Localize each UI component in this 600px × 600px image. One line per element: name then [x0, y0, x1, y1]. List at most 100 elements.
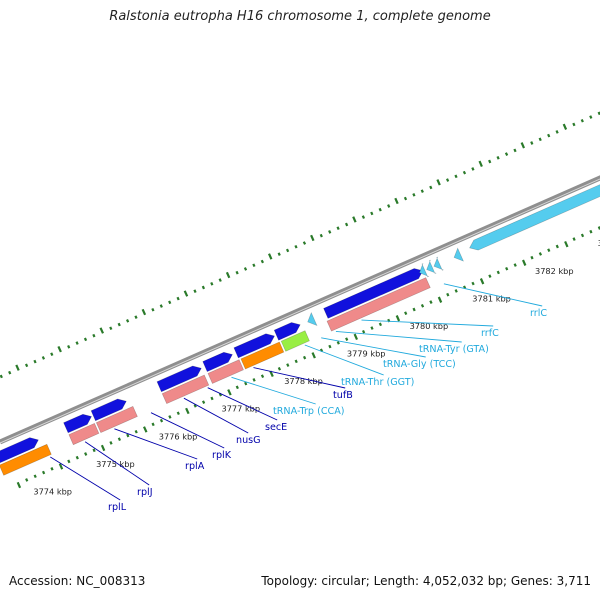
- inner-tick-mark: [395, 315, 401, 322]
- gene-leader-line: [84, 441, 150, 486]
- inner-tick-mark: [336, 341, 340, 345]
- rna-feature: [68, 423, 100, 446]
- outer-tick-mark: [562, 123, 568, 130]
- gene-leader-line: [361, 319, 494, 327]
- inner-tick-mark: [252, 378, 256, 382]
- outer-tick-mark: [50, 352, 54, 357]
- cds-feature: [90, 398, 127, 422]
- inner-tick-mark: [555, 244, 559, 249]
- inner-tick-mark: [345, 337, 349, 341]
- outer-tick-mark: [580, 118, 584, 123]
- green-feature: [280, 330, 310, 352]
- inner-tick-mark: [75, 455, 79, 460]
- inner-tick-mark: [353, 333, 359, 341]
- outer-tick-mark: [378, 207, 382, 212]
- outer-tick-mark: [445, 178, 450, 182]
- outer-tick-mark: [277, 252, 281, 256]
- inner-tick-mark: [151, 422, 155, 427]
- gene-label: tufB: [333, 390, 353, 401]
- outer-tick-mark: [235, 270, 239, 275]
- inner-tick-mark: [479, 278, 485, 285]
- inner-tick-mark: [496, 270, 500, 275]
- gene-leader-line: [114, 428, 198, 460]
- inner-tick-mark: [505, 266, 509, 271]
- kbp-label: 3774 kbp: [33, 487, 72, 497]
- cds-feature: [156, 365, 202, 393]
- outer-tick-mark: [420, 189, 424, 193]
- inner-tick-mark: [420, 303, 425, 308]
- gene-leader-line: [150, 412, 225, 449]
- outer-tick-mark: [117, 322, 121, 327]
- inner-tick-mark: [302, 355, 307, 360]
- cds-feature: [233, 333, 275, 359]
- outer-tick-mark: [403, 196, 408, 201]
- kbp-label: 3782 kbp: [535, 266, 574, 276]
- inner-tick-mark: [58, 463, 64, 470]
- inner-tick-mark: [429, 300, 433, 304]
- inner-tick-mark: [25, 478, 29, 482]
- inner-tick-mark: [235, 385, 239, 390]
- outer-tick-mark: [361, 215, 366, 219]
- gene-label: tRNA-Trp (CCA): [273, 406, 345, 417]
- outer-tick-mark: [210, 281, 214, 286]
- inner-tick-mark: [404, 311, 408, 316]
- rna-feature: [207, 359, 244, 384]
- inner-tick-mark: [168, 415, 172, 419]
- inner-tick-mark: [311, 352, 316, 359]
- gene-leader-line: [321, 337, 426, 358]
- inner-tick-mark: [92, 448, 96, 453]
- outer-tick-mark: [225, 271, 231, 279]
- outer-tick-mark: [572, 122, 576, 127]
- inner-tick-mark: [471, 281, 475, 286]
- gene-leader-line: [50, 456, 121, 501]
- chromosome-backbone: [0, 175, 600, 445]
- gene-label: tRNA-Tyr (GTA): [419, 344, 489, 355]
- inner-tick-mark: [446, 292, 450, 297]
- outer-tick-mark: [394, 197, 399, 205]
- inner-tick-mark: [269, 370, 274, 378]
- inner-tick-mark: [378, 322, 383, 327]
- outer-tick-mark: [429, 185, 433, 190]
- gene-label: rrlC: [530, 308, 547, 319]
- inner-tick-mark: [454, 289, 458, 293]
- chromosome-backbone-highlight: [0, 178, 600, 444]
- inner-tick-mark: [412, 307, 416, 312]
- outer-tick-mark: [504, 152, 509, 156]
- inner-tick-mark: [572, 237, 576, 241]
- outer-tick-mark: [141, 308, 147, 316]
- inner-tick-mark: [67, 459, 71, 464]
- rrna-feature: [469, 184, 600, 251]
- inner-tick-mark: [109, 441, 113, 445]
- gene-leader-line: [304, 344, 384, 376]
- inner-tick-mark: [580, 233, 585, 238]
- outer-tick-mark: [454, 174, 458, 179]
- inner-tick-mark: [142, 426, 148, 433]
- outer-tick-mark: [159, 304, 163, 308]
- kbp-label: 3777 kbp: [222, 404, 261, 414]
- outer-tick-mark: [0, 374, 3, 379]
- gene-leader-line: [183, 397, 249, 434]
- inner-tick-mark: [488, 274, 492, 278]
- trna-feature: [453, 247, 464, 262]
- rna-feature: [161, 374, 210, 404]
- inner-tick-mark: [227, 389, 232, 396]
- trna-feature: [419, 263, 430, 278]
- gene-label: tRNA-Thr (GGT): [341, 377, 414, 388]
- outer-tick-mark: [57, 345, 62, 353]
- outer-tick-mark: [520, 142, 526, 149]
- gene-leader-line: [335, 330, 462, 343]
- inner-tick-mark: [126, 433, 130, 438]
- outer-tick-mark: [294, 244, 298, 249]
- outer-tick-mark: [92, 333, 96, 338]
- outer-tick-mark: [109, 326, 113, 331]
- trna-feature: [307, 311, 318, 327]
- inner-tick-mark: [210, 396, 214, 401]
- outer-tick-mark: [478, 160, 483, 168]
- inner-tick-mark: [564, 240, 569, 248]
- outer-tick-mark: [201, 285, 206, 290]
- outer-tick-mark: [168, 300, 172, 305]
- map-title: Ralstonia eutropha H16 chromosome 1, com…: [109, 9, 491, 24]
- outer-tick-mark: [218, 278, 222, 282]
- outer-tick-mark: [352, 216, 357, 223]
